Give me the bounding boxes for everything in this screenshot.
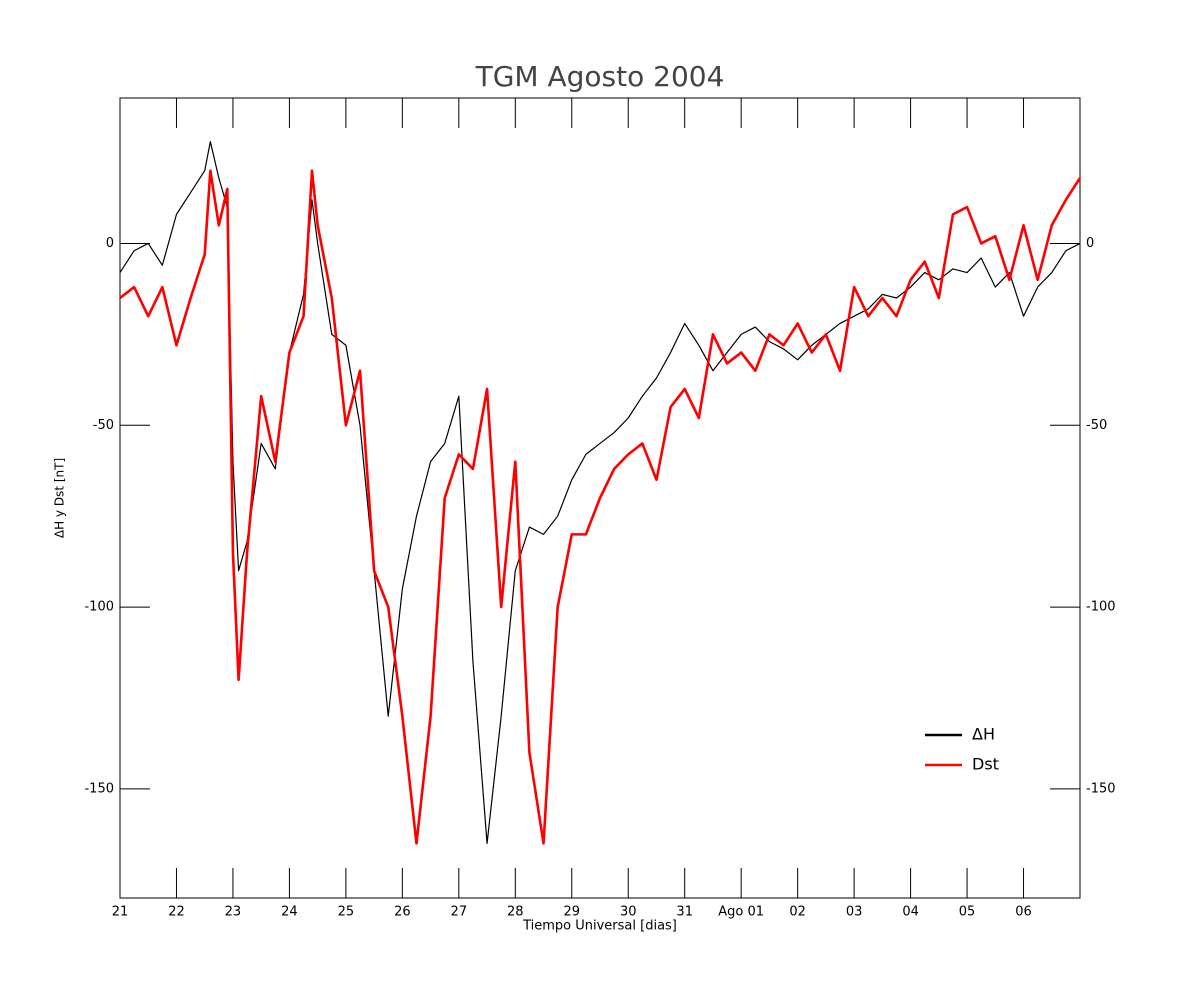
x-tick-label: 02 [789,905,806,920]
y-axis-label: ΔH y Dst [nT] [53,458,67,538]
series-line [119,169,1082,845]
x-tick-label: 26 [394,905,411,920]
y-tick-label: -50 [93,418,114,433]
chart-title: TGM Agosto 2004 [475,60,725,93]
y-tick-label-right: -150 [1086,781,1116,796]
x-tick-label: 04 [902,905,919,920]
x-tick-label: 30 [620,905,637,920]
x-tick-label: 24 [281,905,298,920]
x-tick-label: 03 [846,905,863,920]
y-tick-label: -150 [84,781,114,796]
plot-frame [119,97,1081,899]
x-tick-label: 27 [451,905,468,920]
legend-label: ΔH [972,725,995,744]
x-tick-label: 06 [1015,905,1032,920]
x-tick-label: 29 [563,905,580,920]
x-tick-label: 21 [112,905,129,920]
y-tick-label-right: 0 [1086,236,1094,251]
x-tick-label: 31 [676,905,693,920]
x-tick-label: 05 [959,905,976,920]
legend-label: Dst [972,755,999,774]
x-tick-label: 23 [225,905,242,920]
y-tick-label-right: -50 [1086,418,1107,433]
y-tick-label: -100 [84,600,114,615]
y-tick-label-right: -100 [1086,600,1116,615]
x-tick-label: 25 [338,905,355,920]
y-tick-label: 0 [106,236,114,251]
x-tick-label: 28 [507,905,524,920]
x-tick-label: Ago 01 [718,905,764,920]
x-axis-label: Tiempo Universal [dias] [522,919,677,934]
x-tick-label: 22 [168,905,185,920]
